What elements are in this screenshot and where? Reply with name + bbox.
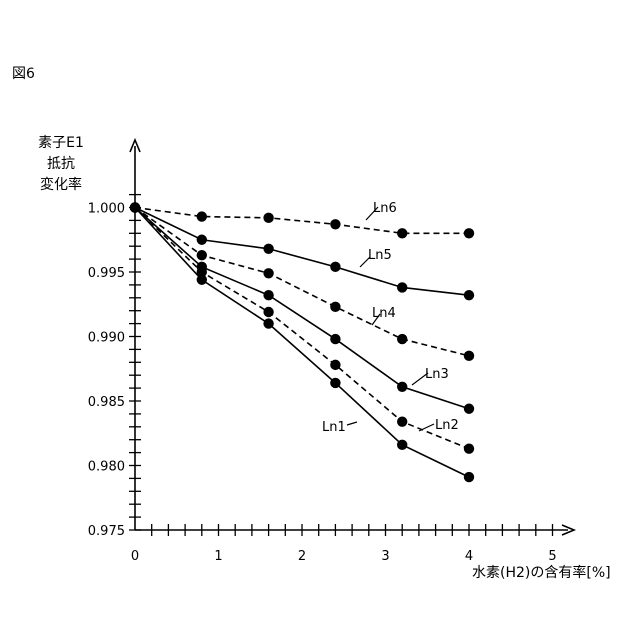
data-point-ln5 — [263, 244, 273, 254]
data-point-ln5 — [197, 235, 207, 245]
data-point-ln3 — [397, 382, 407, 392]
series-line-ln1 — [135, 208, 469, 478]
data-point-ln4 — [397, 334, 407, 344]
data-point-ln1 — [397, 440, 407, 450]
data-point-ln3 — [197, 262, 207, 272]
y-tick-label: 0.985 — [88, 395, 125, 410]
y-tick-label: 0.975 — [88, 524, 125, 539]
series-label-ln4: Ln4 — [372, 306, 396, 321]
data-point-ln1 — [464, 472, 474, 482]
data-point-ln4 — [263, 268, 273, 278]
data-point-ln6 — [263, 213, 273, 223]
series-line-ln6 — [135, 208, 469, 234]
data-point-ln6 — [330, 219, 340, 229]
data-point-ln1 — [263, 318, 273, 328]
series-label-ln6: Ln6 — [373, 201, 397, 216]
x-tick-label: 1 — [214, 549, 222, 564]
data-point-ln2 — [397, 416, 407, 426]
data-point-ln4 — [197, 250, 207, 260]
data-point-ln2 — [330, 360, 340, 370]
x-tick-label: 2 — [298, 549, 306, 564]
y-tick-label: 0.980 — [88, 460, 125, 475]
x-tick-label: 3 — [381, 549, 389, 564]
data-point-ln6 — [130, 202, 140, 212]
series-line-ln3 — [135, 208, 469, 409]
data-point-ln4 — [330, 302, 340, 312]
data-point-ln3 — [464, 404, 474, 414]
x-tick-label: 4 — [465, 549, 473, 564]
data-point-ln6 — [197, 211, 207, 221]
data-point-ln5 — [397, 282, 407, 292]
series-label-ln3: Ln3 — [425, 367, 449, 382]
data-point-ln1 — [330, 378, 340, 388]
data-point-ln4 — [464, 351, 474, 361]
data-point-ln3 — [263, 290, 273, 300]
series-leader-ln2 — [419, 424, 434, 431]
series-leader-ln1 — [347, 422, 357, 425]
data-point-ln5 — [464, 290, 474, 300]
x-tick-label: 0 — [131, 549, 139, 564]
data-point-ln6 — [397, 228, 407, 238]
data-point-ln2 — [263, 307, 273, 317]
y-tick-label: 0.990 — [88, 331, 125, 346]
data-point-ln6 — [464, 228, 474, 238]
y-tick-label: 1.000 — [88, 202, 125, 217]
y-tick-label: 0.995 — [88, 266, 125, 281]
series-label-ln2: Ln2 — [435, 418, 459, 433]
series-label-ln1: Ln1 — [322, 420, 346, 435]
series-line-ln4 — [135, 208, 469, 356]
x-tick-label: 5 — [548, 549, 556, 564]
data-point-ln5 — [330, 262, 340, 272]
data-point-ln2 — [464, 444, 474, 454]
series-label-ln5: Ln5 — [368, 248, 392, 263]
data-point-ln3 — [330, 334, 340, 344]
